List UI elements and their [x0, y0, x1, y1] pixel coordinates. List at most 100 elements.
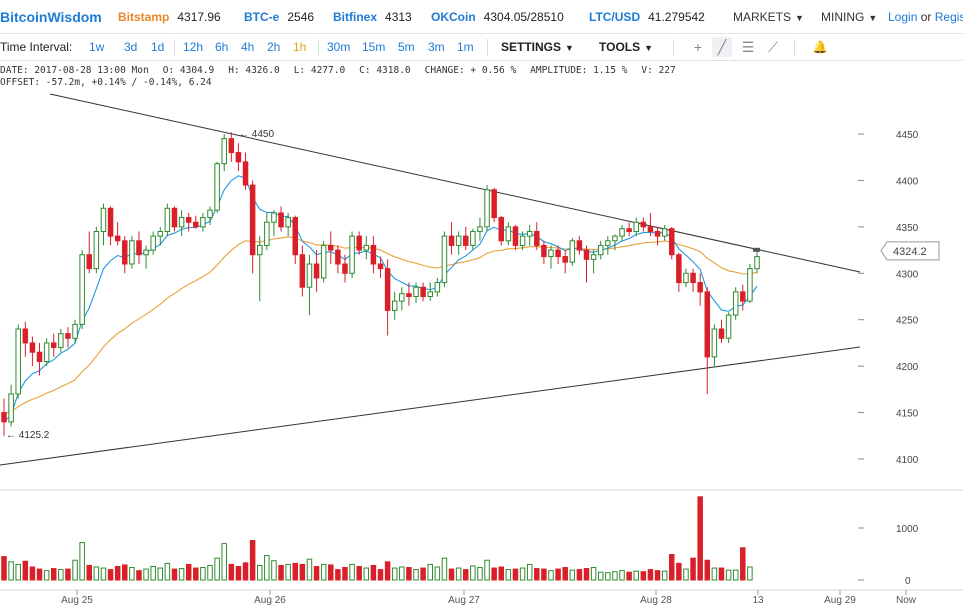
volume-bar — [455, 567, 462, 581]
candle-down — [228, 138, 235, 154]
interval-15m[interactable]: 15m — [362, 40, 386, 54]
chevron-down-icon: ▼ — [868, 13, 878, 23]
candle-down — [114, 235, 121, 242]
interval-3d[interactable]: 3d — [124, 40, 138, 54]
volume-bar — [576, 569, 583, 581]
volume-bar — [697, 496, 703, 581]
candle-up — [164, 207, 171, 233]
price-tick-label: 4300 — [896, 269, 919, 280]
ohlc-info-line: DATE: 2017-08-28 13:00 Mon O: 4304.9 H: 43… — [0, 65, 690, 76]
current-price-label: 4324.2 — [893, 246, 927, 258]
candle-down — [640, 221, 647, 228]
markets-menu[interactable]: MARKETS ▼ — [733, 10, 804, 24]
or-text: or — [920, 10, 932, 24]
register-link[interactable]: Register — [934, 10, 963, 24]
interval-1d[interactable]: 1d — [151, 40, 165, 54]
interval-1m[interactable]: 1m — [457, 40, 474, 54]
volume-bar — [363, 567, 370, 581]
volume-bar — [328, 564, 334, 581]
volume-bar — [555, 568, 561, 581]
bell-icon[interactable]: 🔔 — [812, 40, 828, 54]
toolbar-divider — [794, 39, 795, 56]
chevron-down-icon: ▼ — [795, 13, 804, 23]
volume-bar — [718, 567, 725, 581]
offset-info-line: OFFSET: -57.2m, +0.14% / -0.14%, 6.24 — [0, 77, 226, 88]
candle-down — [377, 263, 384, 270]
ticker-bitfinex[interactable]: Bitfinex 4313 — [333, 10, 412, 24]
volume-bar — [8, 561, 14, 581]
volume-bar — [470, 565, 476, 581]
candle-up — [8, 393, 14, 423]
candle-up — [271, 212, 277, 223]
ticker-btc-e[interactable]: BTC-e 2546 — [244, 10, 314, 24]
volume-bar — [640, 571, 647, 581]
ticker-bitstamp[interactable]: Bitstamp 4317.96 — [118, 10, 221, 24]
low-annotation: ← 4125.2 — [6, 430, 50, 441]
interval-3m[interactable]: 3m — [428, 40, 445, 54]
interval-4h[interactable]: 4h — [241, 40, 255, 54]
line-draw-icon[interactable]: ╱ — [712, 37, 732, 57]
candle-up — [320, 244, 327, 279]
volume-bar — [93, 566, 100, 581]
fan-icon[interactable]: ⟋ — [768, 39, 778, 55]
toolbar-divider — [318, 39, 319, 56]
mining-menu[interactable]: MINING ▼ — [821, 10, 878, 24]
interval-2h[interactable]: 2h — [267, 40, 281, 54]
volume-bar — [320, 563, 327, 581]
candle-down — [171, 207, 178, 228]
interval-1w[interactable]: 1w — [89, 40, 105, 54]
candle-down — [328, 244, 334, 251]
candle-up — [519, 235, 526, 246]
candle-up — [43, 342, 50, 362]
fib-lines-icon[interactable]: ☰ — [741, 39, 755, 55]
volume-bar — [242, 562, 249, 581]
crosshair-icon[interactable]: + — [693, 39, 703, 55]
volume-bar — [72, 559, 78, 581]
volume-bar — [178, 568, 185, 581]
candle-down — [583, 249, 590, 260]
candle-down — [718, 328, 725, 339]
interval-1h[interactable]: 1h — [293, 40, 307, 54]
volume-bar — [732, 569, 739, 581]
date-label: Aug 25 — [61, 595, 93, 606]
volume-bar — [214, 557, 220, 581]
settings-menu[interactable]: SETTINGS ▼ — [501, 40, 574, 54]
volume-bar — [65, 568, 71, 581]
candle-down — [292, 217, 299, 256]
candle-down — [740, 291, 746, 302]
candle-up — [633, 221, 639, 232]
volume-bar — [541, 568, 547, 581]
candle-up — [207, 209, 213, 219]
ticker-okcoin[interactable]: OKCoin 4304.05/28510 — [431, 10, 564, 24]
site-logo[interactable]: BitcoinWisdom — [0, 9, 102, 25]
interval-5m[interactable]: 5m — [398, 40, 415, 54]
volume-bar — [207, 564, 213, 581]
volume-bar — [292, 562, 299, 581]
candle-down — [406, 293, 412, 298]
upper-trendline — [49, 93, 861, 273]
login-link[interactable]: Login — [888, 10, 918, 24]
high-annotation: ← 4450 — [239, 129, 274, 140]
candle-up — [72, 323, 78, 339]
interval-30m[interactable]: 30m — [327, 40, 351, 54]
volume-bar — [278, 564, 284, 581]
candle-down — [299, 254, 306, 288]
volume-bar — [256, 564, 263, 581]
candle-down — [491, 189, 497, 219]
candle-up — [747, 268, 753, 302]
volume-tick-label: 0 — [905, 576, 911, 587]
tools-menu[interactable]: TOOLS ▼ — [599, 40, 653, 54]
info-open: O: 4304.9 — [162, 65, 215, 76]
interval-12h[interactable]: 12h — [183, 40, 204, 54]
candle-up — [477, 226, 483, 233]
volume-bar — [462, 569, 469, 581]
ticker-ltc-usd[interactable]: LTC/USD 41.279542 — [589, 10, 705, 24]
price-tick-label: 4100 — [896, 455, 919, 466]
candle-down — [342, 263, 348, 274]
candle-up — [100, 207, 107, 233]
toolbar-divider — [174, 39, 175, 56]
candle-down — [242, 161, 249, 186]
interval-6h[interactable]: 6h — [215, 40, 229, 54]
volume-bar — [512, 568, 519, 581]
